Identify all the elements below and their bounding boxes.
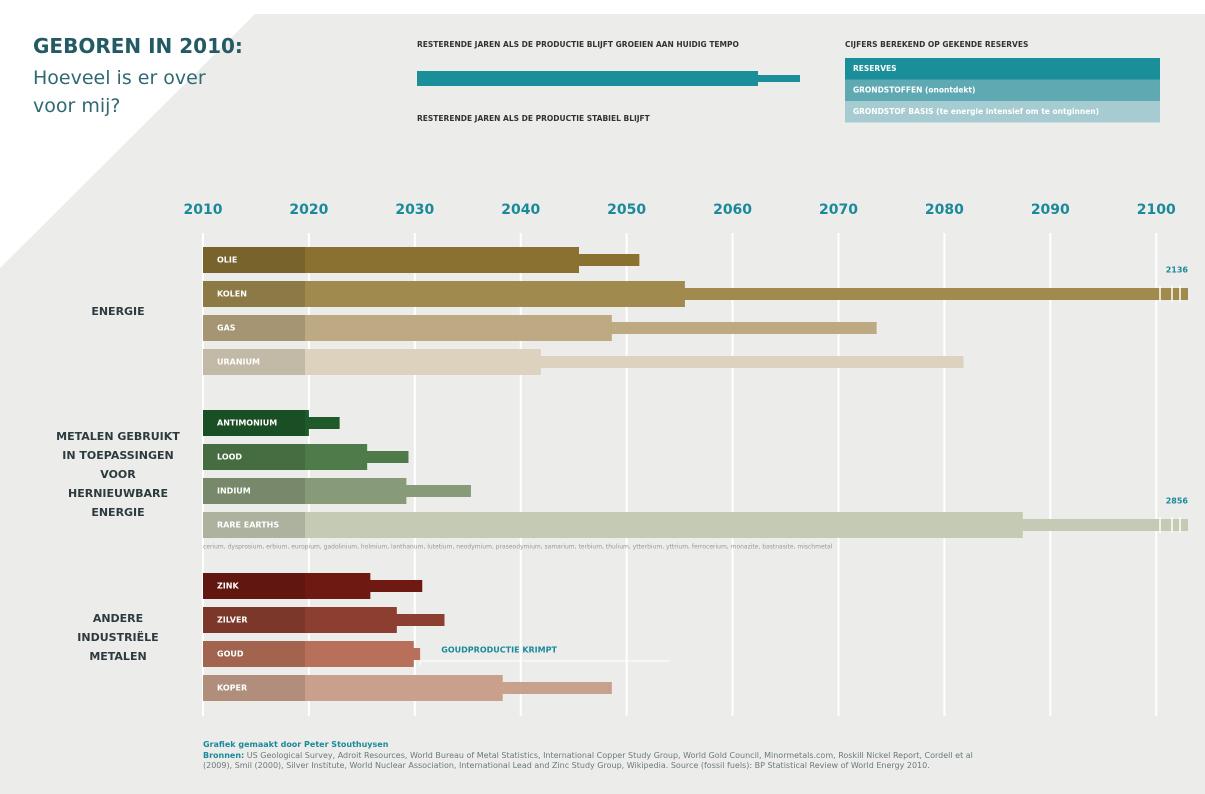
category-label: KOLEN — [217, 290, 247, 299]
x-tick-label: 2070 — [819, 202, 858, 218]
title: GEBOREN IN 2010: — [33, 34, 243, 58]
credit: Grafiek gemaakt door Peter Stouthuysen — [203, 740, 388, 749]
x-tick-label: 2100 — [1137, 202, 1176, 218]
category-label: INDIUM — [217, 487, 251, 496]
x-tick-label: 2080 — [925, 202, 964, 218]
category-label: KOPER — [217, 684, 247, 693]
group-label: ANDERE INDUSTRIËLE METALEN — [53, 609, 183, 666]
category-label: OLIE — [217, 256, 237, 265]
category-label: ZINK — [217, 582, 239, 591]
category-label: GOUD — [217, 650, 244, 659]
x-tick-label: 2060 — [713, 202, 752, 218]
group-label: METALEN GEBRUIKT IN TOEPASSINGEN VOOR HE… — [53, 427, 183, 522]
x-tick-label: 2030 — [395, 202, 434, 218]
category-label: ZILVER — [217, 616, 248, 625]
category-label: ANTIMONIUM — [217, 419, 277, 428]
category-label: GAS — [217, 324, 236, 333]
legend-swatch — [417, 71, 758, 86]
sources-text: US Geological Survey, Adroit Resources, … — [203, 751, 973, 770]
subtitle: Hoeveel is er over voor mij? — [33, 64, 243, 120]
category-label: URANIUM — [217, 358, 260, 367]
rare-earths-note: cerium, dysprosium, erbium, europium, ga… — [203, 544, 833, 551]
legend-swatch — [758, 75, 800, 82]
page: RESTERENDE JAREN ALS DE PRODUCTIE BLIJFT… — [0, 0, 1205, 794]
value-label: 2136 — [1166, 266, 1189, 275]
sources-label: Bronnen: — [203, 751, 244, 760]
category-label: RARE EARTHS — [217, 521, 279, 530]
legend-label: RESTERENDE JAREN ALS DE PRODUCTIE STABIE… — [417, 114, 651, 123]
x-tick-label: 2020 — [289, 202, 328, 218]
annotation: GOUDPRODUCTIE KRIMPT — [441, 646, 557, 655]
category-label: LOOD — [217, 453, 242, 462]
group-label: ENERGIE — [53, 302, 183, 321]
x-tick-label: 2040 — [501, 202, 540, 218]
x-tick-label: 2010 — [184, 202, 223, 218]
value-label: 2856 — [1166, 497, 1189, 506]
legend-label: RESTERENDE JAREN ALS DE PRODUCTIE BLIJFT… — [417, 40, 739, 49]
reserves-label: GRONDSTOF BASIS (te energie intensief om… — [853, 107, 1099, 116]
background — [0, 14, 1205, 794]
x-tick-label: 2090 — [1031, 202, 1070, 218]
reserves-title: CIJFERS BEREKEND OP GEKENDE RESERVES — [845, 40, 1028, 49]
reserves-label: RESERVES — [853, 64, 897, 73]
sources: Bronnen: US Geological Survey, Adroit Re… — [203, 751, 993, 771]
bar-growth — [203, 512, 1023, 538]
x-tick-label: 2050 — [607, 202, 646, 218]
reserves-label: GRONDSTOFFEN (onontdekt) — [853, 86, 975, 95]
